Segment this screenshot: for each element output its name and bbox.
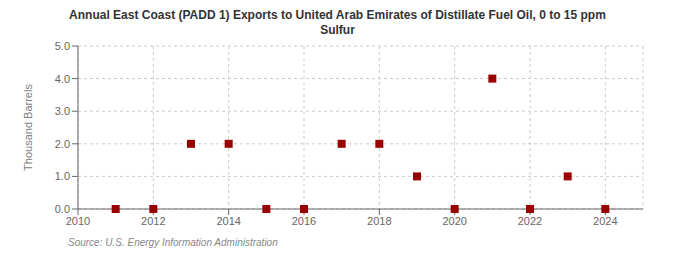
svg-text:2024: 2024 bbox=[593, 215, 617, 227]
svg-text:2016: 2016 bbox=[292, 215, 316, 227]
svg-text:2014: 2014 bbox=[216, 215, 240, 227]
svg-text:5.0: 5.0 bbox=[55, 40, 70, 52]
svg-text:3.0: 3.0 bbox=[55, 105, 70, 117]
svg-text:2.0: 2.0 bbox=[55, 138, 70, 150]
svg-text:1.0: 1.0 bbox=[55, 170, 70, 182]
svg-text:2020: 2020 bbox=[442, 215, 466, 227]
svg-text:4.0: 4.0 bbox=[55, 73, 70, 85]
svg-text:2018: 2018 bbox=[367, 215, 391, 227]
html-text:Sulfur: Sulfur bbox=[320, 23, 355, 37]
html-text:Source: U.S. Energy Informatio: Source: U.S. Energy Information Administ… bbox=[68, 237, 278, 248]
svg-text:2012: 2012 bbox=[141, 215, 165, 227]
svg-text:0.0: 0.0 bbox=[55, 203, 70, 215]
svg-text:2022: 2022 bbox=[518, 215, 542, 227]
svg-text:2010: 2010 bbox=[66, 215, 90, 227]
svg-text:Thousand Barrels: Thousand Barrels bbox=[22, 84, 34, 171]
html-text:Annual East Coast (PADD 1) Exp: Annual East Coast (PADD 1) Exports to Un… bbox=[69, 8, 606, 22]
